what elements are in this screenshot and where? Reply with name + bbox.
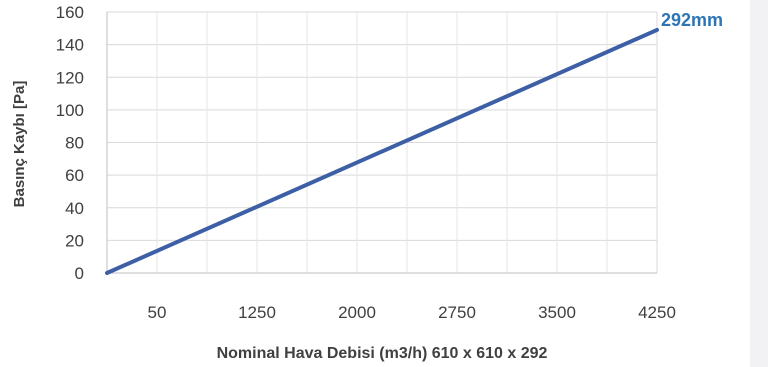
- y-tick-label: 120: [56, 68, 84, 87]
- x-tick-label: 4250: [638, 303, 676, 322]
- y-tick-label: 100: [56, 101, 84, 120]
- x-tick-label: 2750: [438, 303, 476, 322]
- series-lines: 292mm: [105, 10, 723, 275]
- y-tick-label: 40: [65, 199, 84, 218]
- x-tick-label: 2000: [338, 303, 376, 322]
- y-tick-label: 60: [65, 166, 84, 185]
- y-tick-label: 160: [56, 3, 84, 22]
- y-tick-label: 0: [75, 264, 84, 283]
- axes: [106, 12, 657, 274]
- side-panel: [750, 0, 768, 367]
- y-tick-label: 140: [56, 36, 84, 55]
- x-tick-label: 1250: [238, 303, 276, 322]
- chart-area: 0 20 40 60 80 100 120 140 160 50 1250 2000 2750 3500 4…: [11, 3, 724, 362]
- y-tick-label: 80: [65, 134, 84, 153]
- x-tick-label: 50: [148, 303, 167, 322]
- y-axis-label: Basınç Kaybı [Pa]: [11, 81, 28, 208]
- series-label: 292mm: [661, 10, 723, 30]
- x-axis-label: Nominal Hava Debisi (m3/h) 610 x 610 x 2…: [217, 345, 548, 362]
- x-tick-label: 3500: [538, 303, 576, 322]
- line-chart: 0 20 40 60 80 100 120 140 160 50 1250 2000 2750 3500 4…: [11, 3, 723, 362]
- grid-lines: [107, 11, 658, 273]
- y-tick-label: 20: [65, 231, 84, 250]
- series-line: [105, 27, 659, 275]
- tick-labels: 0 20 40 60 80 100 120 140 160 50 1250 2000 2750 3500 4…: [56, 3, 676, 322]
